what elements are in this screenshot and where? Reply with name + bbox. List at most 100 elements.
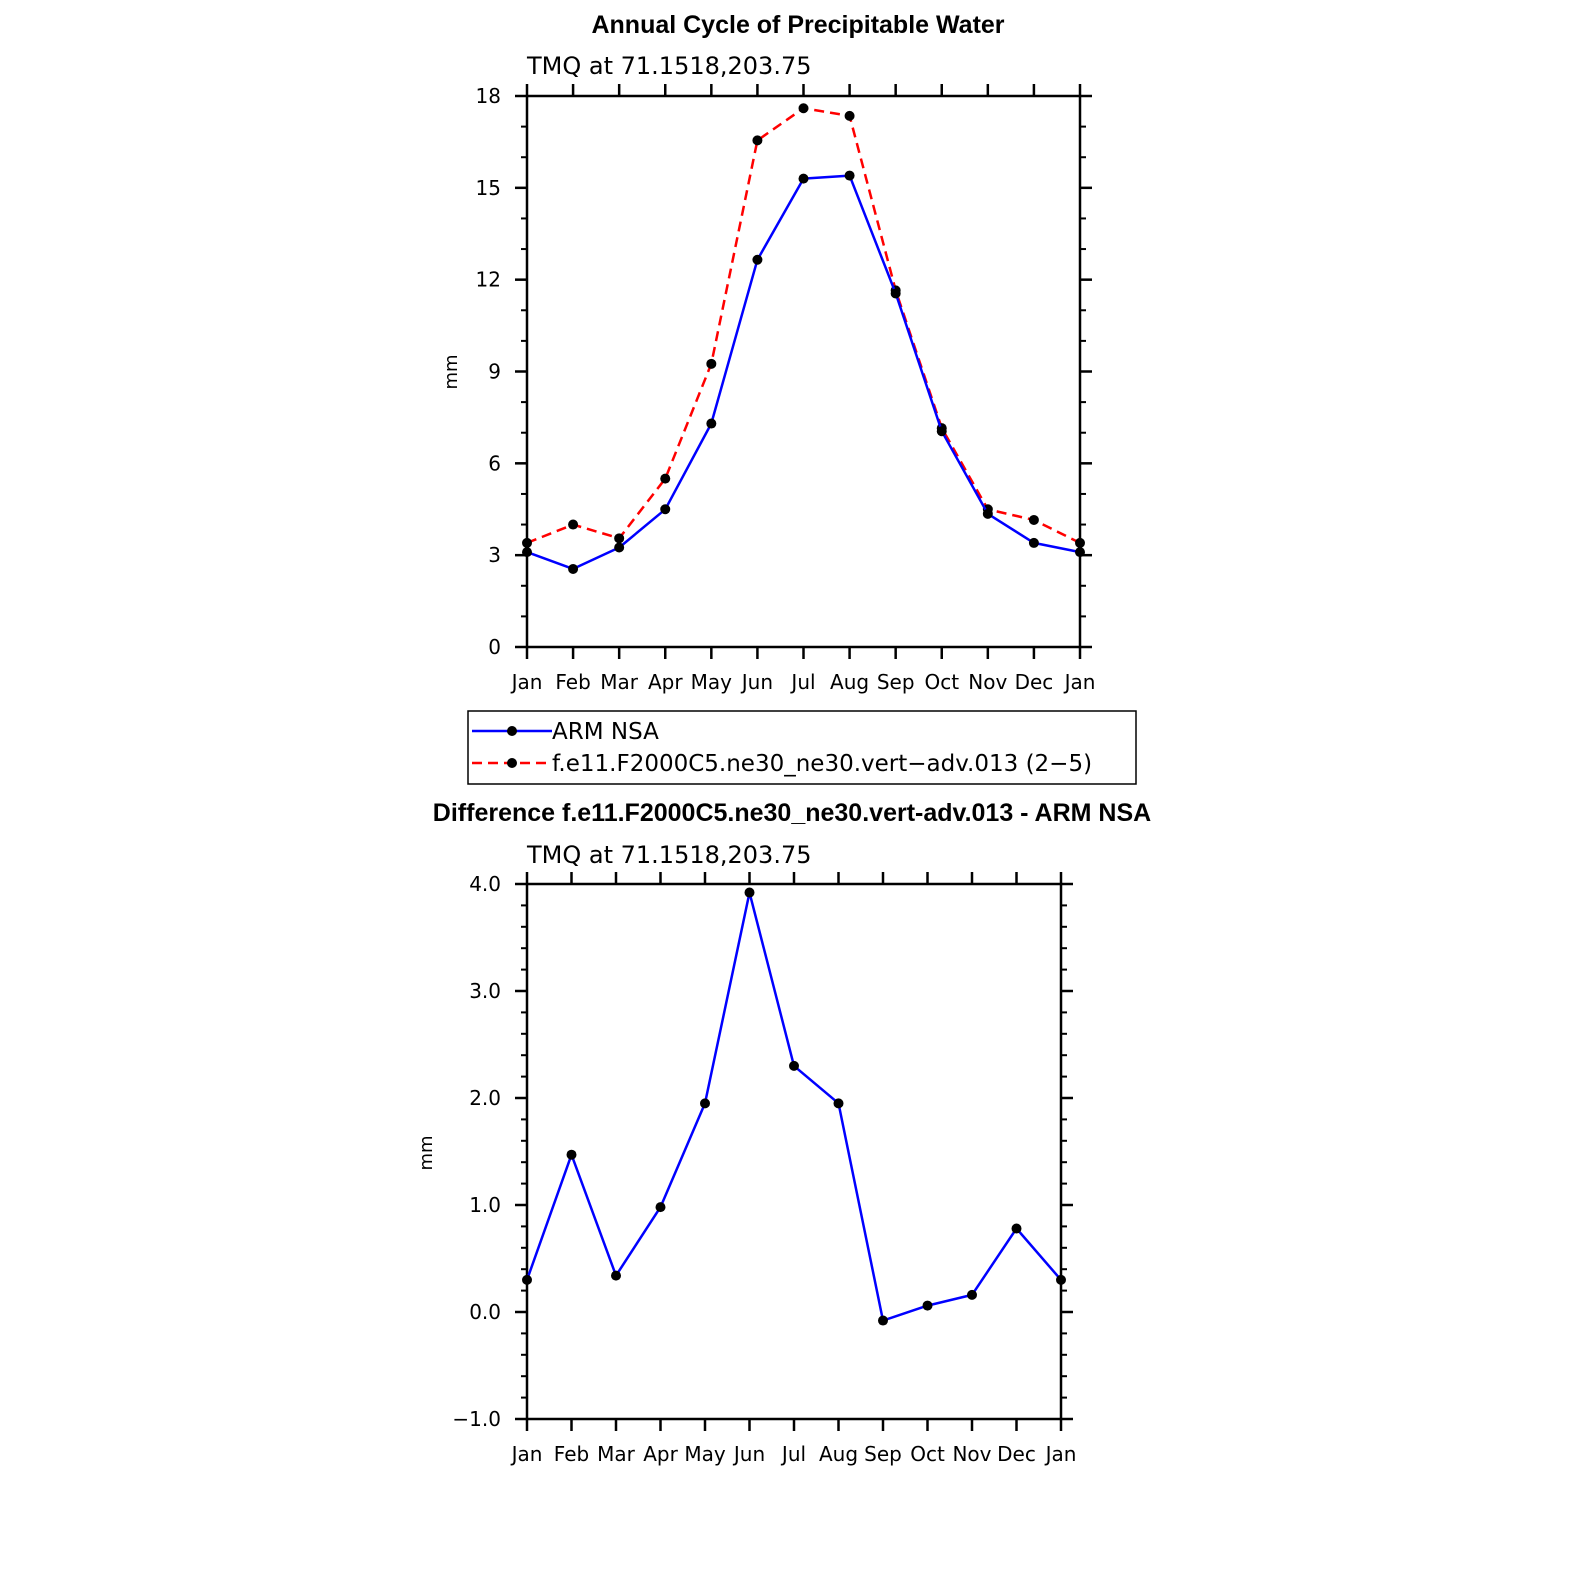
x-tick-label: Sep [877, 670, 915, 694]
data-point [752, 254, 763, 265]
y-tick-label: −1.0 [452, 1407, 501, 1431]
legend-label-model: f.e11.F2000C5.ne30_ne30.vert−adv.013 (2−… [552, 751, 1092, 777]
data-point [1028, 537, 1039, 548]
x-tick-label: Feb [554, 1442, 589, 1466]
y-tick-label: 0.0 [469, 1300, 501, 1324]
x-tick-label: Dec [1015, 670, 1054, 694]
data-point [844, 110, 855, 121]
data-point [522, 547, 532, 558]
x-tick-labels: Jan Feb Mar Apr May Jun Jul Aug Sep Oct Nov Dec Jan [510, 670, 1096, 694]
series-line-0 [525, 891, 1062, 1322]
legend-label-arm-nsa: ARM NSA [552, 719, 659, 745]
data-point [922, 1300, 933, 1311]
x-tick-label: Jan [1063, 670, 1096, 694]
annual-cycle-panel: Annual Cycle of Precipitable Water TMQ a… [441, 11, 1095, 694]
y-tick-label: 18 [476, 84, 501, 108]
difference-panel: Difference f.e11.F2000C5.ne30_ne30.vert-… [416, 799, 1151, 1466]
y-axis-label: mm [441, 354, 462, 389]
data-point [522, 537, 532, 548]
data-point [566, 1149, 577, 1160]
x-tick-label: Feb [555, 670, 590, 694]
data-point [568, 563, 579, 574]
plot-axes [515, 872, 1073, 1431]
series-line-0 [526, 174, 1081, 571]
x-tick-label: Jan [510, 670, 543, 694]
chart-subtitle: TMQ at 71.1518,203.75 [526, 841, 811, 869]
plot-frame [525, 882, 1063, 1421]
data-point [655, 1202, 666, 1213]
y-tick-label: 1.0 [469, 1193, 501, 1217]
data-point [660, 473, 671, 484]
data-point [744, 887, 755, 898]
series-layer [522, 103, 1085, 574]
y-tick-label: 3.0 [469, 979, 501, 1003]
y-tick-label: 2.0 [469, 1086, 501, 1110]
x-tick-label: Aug [819, 1442, 858, 1466]
data-point [660, 504, 671, 515]
data-point [798, 103, 809, 114]
x-tick-label: Oct [910, 1442, 945, 1466]
x-tick-label: Jun [732, 1442, 765, 1466]
data-point [798, 173, 809, 184]
legend: ARM NSA f.e11.F2000C5.ne30_ne30.vert−adv… [467, 710, 1137, 785]
y-tick-label: 0 [488, 635, 501, 659]
x-tick-label: Dec [997, 1442, 1036, 1466]
x-tick-label: Nov [952, 1442, 991, 1466]
data-point [706, 418, 717, 429]
data-point [878, 1315, 888, 1326]
x-tick-label: Apr [643, 1442, 678, 1466]
plot-axes [515, 84, 1092, 659]
x-tick-labels: Jan Feb Mar Apr May Jun Jul Aug Sep Oct Nov Dec Jan [510, 1442, 1077, 1466]
x-tick-label: Sep [864, 1442, 902, 1466]
data-point [614, 533, 625, 544]
data-point [844, 170, 855, 181]
y-tick-label: 15 [476, 176, 501, 200]
data-point [982, 508, 993, 519]
data-point [568, 519, 579, 530]
data-point [789, 1060, 799, 1071]
x-tick-label: Nov [968, 670, 1007, 694]
legend-marker-model [507, 758, 517, 768]
data-point [833, 1098, 844, 1109]
x-tick-label: Oct [924, 670, 959, 694]
data-point [752, 135, 763, 146]
series-layer [522, 887, 1066, 1326]
x-tick-label: Aug [830, 670, 869, 694]
data-point [1056, 1274, 1066, 1285]
data-point [614, 542, 625, 553]
series-line-1 [526, 106, 1081, 545]
data-point [1075, 547, 1085, 558]
legend-box [467, 710, 1137, 785]
data-point [890, 288, 901, 299]
data-point [1075, 537, 1085, 548]
x-tick-label: Jan [510, 1442, 543, 1466]
x-tick-label: Jun [740, 670, 773, 694]
legend-marker-arm-nsa [507, 726, 517, 736]
data-point [936, 426, 947, 437]
data-point [522, 1274, 532, 1285]
y-axis-label: mm [416, 1135, 437, 1170]
x-tick-label: Apr [648, 670, 683, 694]
chart-title: Annual Cycle of Precipitable Water [591, 11, 1004, 39]
data-point [1028, 514, 1039, 525]
x-tick-label: Mar [600, 670, 639, 694]
x-tick-label: Jan [1044, 1442, 1077, 1466]
x-tick-label: May [684, 1442, 726, 1466]
y-tick-label: 9 [488, 360, 501, 384]
y-tick-labels: 0 3 6 9 12 15 18 [476, 84, 501, 659]
y-tick-labels: −1.0 0.0 1.0 2.0 3.0 4.0 [452, 872, 501, 1431]
x-tick-label: Mar [597, 1442, 636, 1466]
data-point [611, 1270, 621, 1281]
chart-title: Difference f.e11.F2000C5.ne30_ne30.vert-… [433, 799, 1151, 827]
y-tick-label: 6 [488, 451, 501, 475]
data-point [967, 1289, 977, 1300]
chart-subtitle: TMQ at 71.1518,203.75 [526, 52, 811, 80]
y-tick-label: 4.0 [469, 872, 501, 896]
data-point [700, 1098, 710, 1109]
y-tick-label: 3 [488, 543, 501, 567]
x-tick-label: Jul [780, 1442, 806, 1466]
x-tick-label: Jul [789, 670, 815, 694]
y-tick-label: 12 [476, 268, 501, 292]
data-point [706, 358, 717, 369]
